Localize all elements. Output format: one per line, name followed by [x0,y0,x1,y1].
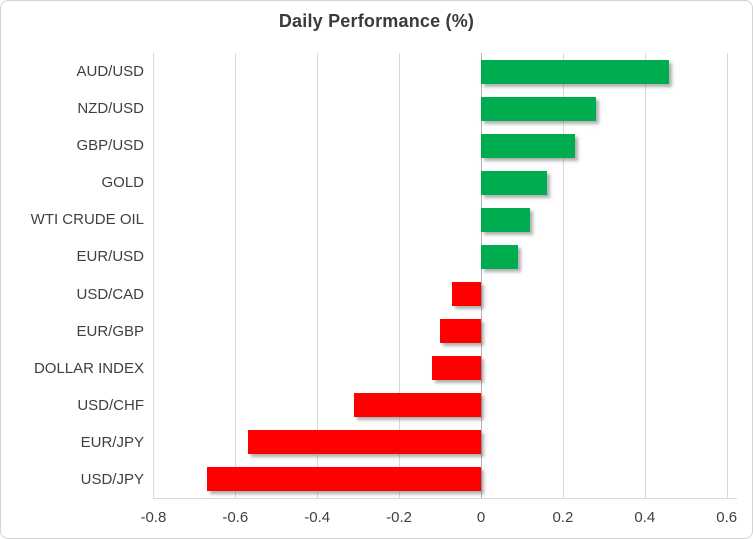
bar-usd-jpy [206,467,481,492]
x-tick-label: 0.4 [634,509,656,526]
gridline [399,53,401,498]
x-tick-label: -0.8 [140,509,167,526]
category-label: GOLD [101,174,144,192]
gridline [562,53,564,498]
x-tick-label: 0.2 [552,509,574,526]
bar-eur-gbp [440,319,481,344]
bar-wti-crude-oil [481,207,531,232]
x-tick-label: 0 [476,509,486,526]
gridline [235,53,237,498]
bar-dollar-index [431,356,481,381]
chart-title: Daily Performance (%) [278,11,475,31]
gridline [726,53,728,498]
bar-eur-jpy [247,430,481,455]
bar-aud-usd [481,59,670,84]
category-label: USD/JPY [80,470,144,488]
zero-axis-line [481,53,482,498]
bar-usd-chf [354,393,481,418]
category-label: USD/CHF [77,396,144,414]
bar-gold [481,170,547,195]
gridline [317,53,319,498]
bar-usd-cad [452,282,481,307]
x-tick-label: 0.6 [716,509,738,526]
bar-gbp-usd [481,133,576,158]
category-label: EUR/JPY [80,433,144,451]
category-label: AUD/USD [76,63,144,80]
gridline [153,53,155,498]
category-label: WTI CRUDE OIL [30,211,144,229]
category-label: EUR/USD [76,248,144,266]
category-label: EUR/GBP [76,322,144,340]
gridline [644,53,646,498]
bar-eur-usd [481,244,518,269]
category-label: DOLLAR INDEX [33,359,144,377]
x-axis-line [153,498,737,499]
category-label: GBP/USD [76,137,144,155]
x-tick-label: -0.4 [304,509,331,526]
x-tick-label: -0.6 [222,509,249,526]
x-tick-label: -0.2 [386,509,413,526]
category-label: USD/CAD [76,285,144,303]
category-label: NZD/USD [77,100,144,118]
bar-nzd-usd [481,96,596,121]
